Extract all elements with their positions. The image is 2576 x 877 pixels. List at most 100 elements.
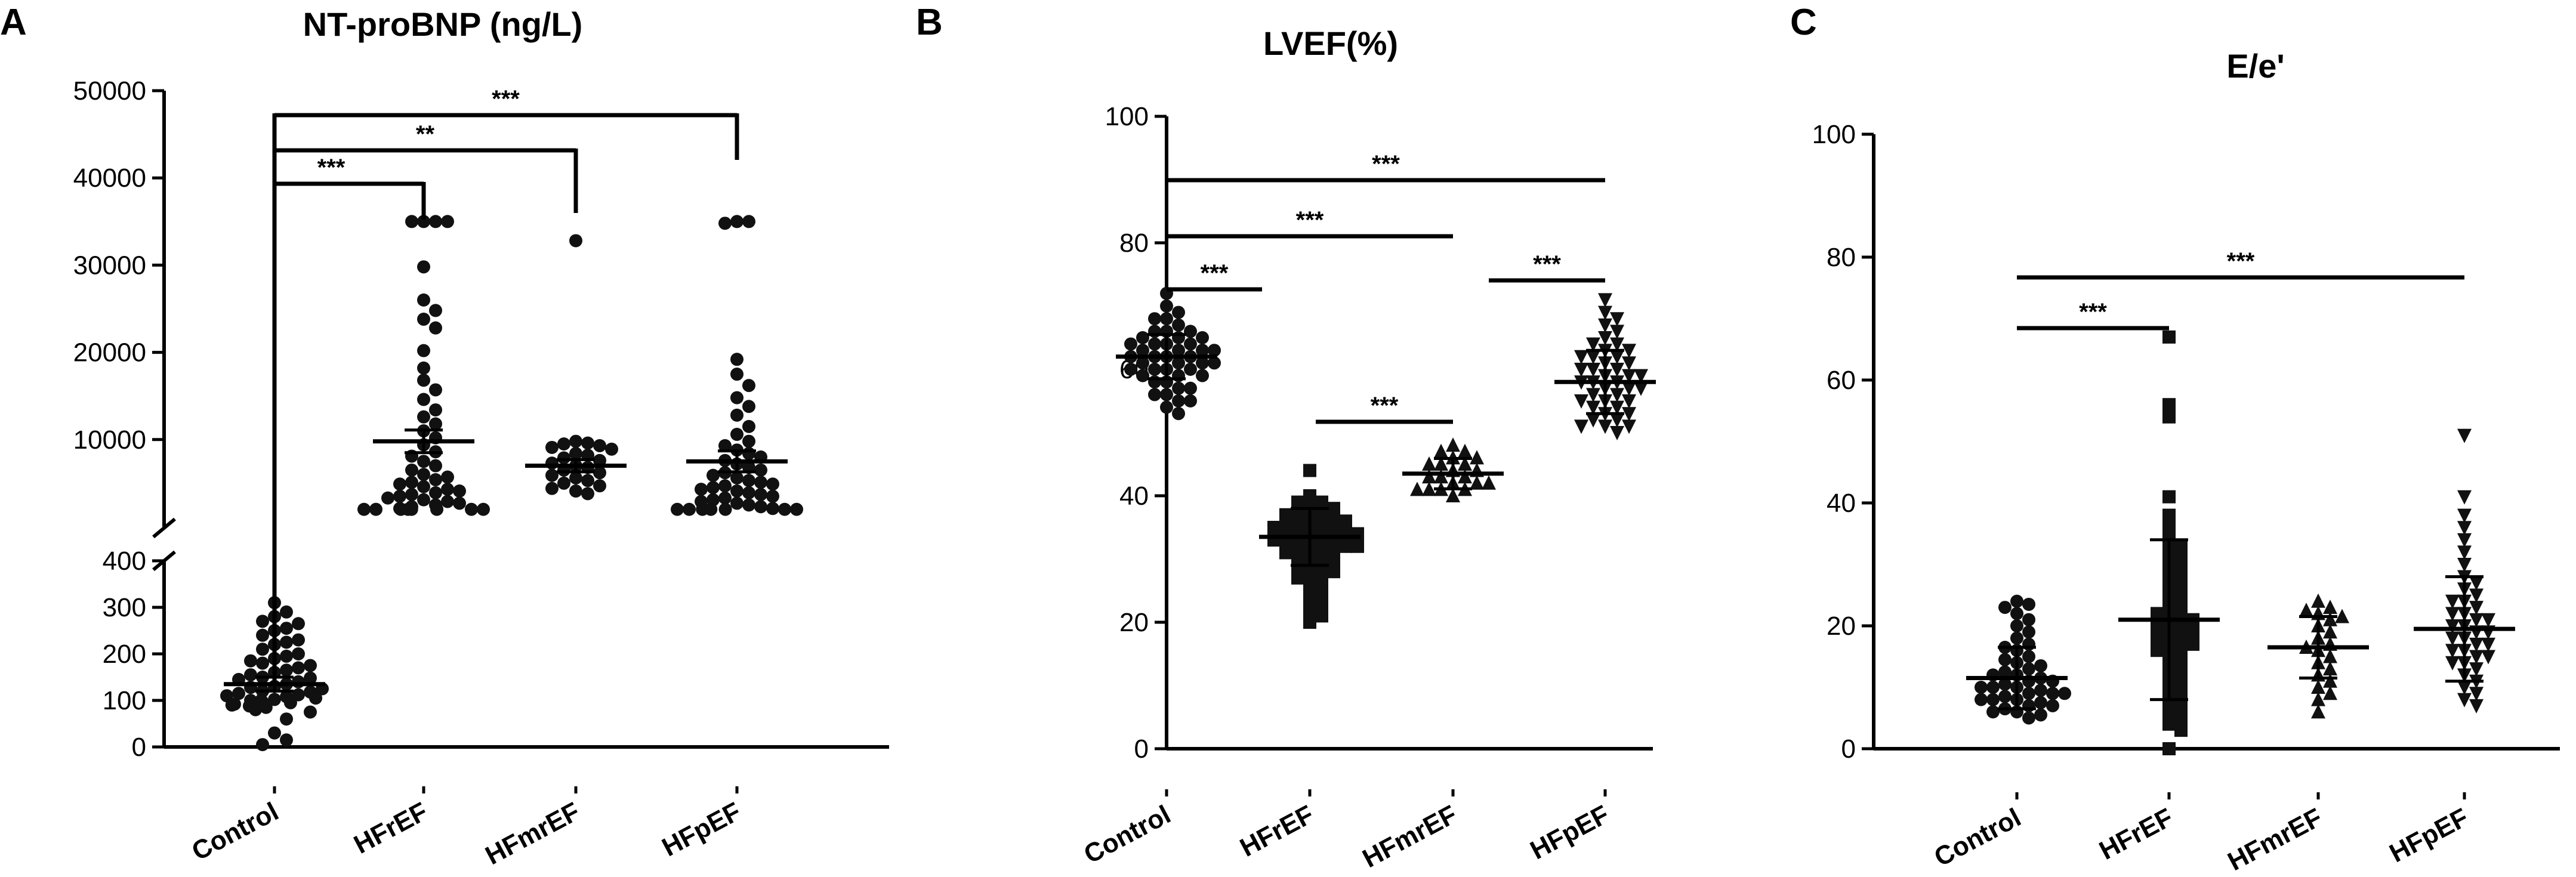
panel-b-point-control-16 (1124, 337, 1137, 351)
panel-a-x-tick-label-hfpef: HFpEF (658, 797, 746, 863)
panel-c-point-hfpef-14 (2469, 601, 2484, 616)
panel-a-point-hfpef-41 (778, 502, 791, 516)
panel-c-point-hfref-12 (2174, 564, 2188, 578)
panel-b-point-hfref-36 (1303, 565, 1316, 579)
panel-c-y-tick-label-100: 100 (1812, 120, 1856, 149)
panel-b-point-hfmref-7 (1434, 456, 1448, 471)
panel-c-point-hfref-39 (2174, 687, 2188, 700)
panel-a-point-hfref-32 (441, 483, 454, 496)
panel-c-point-hfpef-17 (2469, 613, 2484, 628)
panel-a-point-hfref-26 (417, 468, 430, 481)
panel-b-y-tick-label-100: 100 (1105, 102, 1149, 131)
panel-b-point-control-6 (1172, 318, 1185, 332)
panel-c-point-hfref-4 (2162, 490, 2176, 504)
panel-a-point-control-13 (292, 647, 305, 660)
panel-a-point-hfref-30 (393, 477, 406, 491)
panel-b-point-hfpef-42 (1610, 426, 1624, 440)
panel-c-point-control-25 (1986, 681, 2000, 694)
panel-a-point-hfpef-32 (754, 487, 767, 501)
panel-b-point-hfref-14 (1291, 521, 1304, 534)
panel-a-y-tick-label-10000: 10000 (73, 425, 146, 455)
panel-a-y-tick-label-30000: 30000 (73, 251, 146, 280)
panel-a-point-hfpef-33 (766, 489, 779, 503)
panel-b-significance-label-5: *** (1371, 393, 1399, 419)
panel-c-point-hfref-3 (2162, 410, 2176, 424)
panel-a-x-tick-label-hfref: HFrEF (349, 797, 433, 860)
panel-b-point-hfpef-6 (1598, 331, 1612, 345)
panel-b-point-hfpef-4 (1598, 318, 1612, 333)
panel-c-point-hfpef-39 (2469, 699, 2484, 714)
panel-c-point-control-28 (2022, 687, 2035, 700)
panel-a-point-hfref-39 (441, 495, 454, 508)
panel-a-point-hfpef-26 (766, 477, 779, 491)
panel-a-point-control-20 (280, 663, 293, 677)
panel-b-point-hfref-41 (1315, 584, 1328, 597)
panel-c-point-control-30 (2058, 687, 2071, 700)
chart-title-lvef: LVEF(%) (1263, 24, 1398, 62)
panel-a-point-control-33 (232, 687, 245, 700)
panel-b-point-hfref-27 (1339, 539, 1352, 553)
panel-a-point-control-37 (309, 691, 323, 705)
panel-b-point-hfpef-12 (1586, 350, 1600, 365)
panel-c-point-hfpef-3 (2457, 508, 2472, 523)
panel-b-point-hfref-37 (1327, 565, 1340, 579)
panel-b-point-control-14 (1148, 337, 1161, 351)
panel-a-point-hfref-15 (429, 403, 442, 417)
panel-b-point-hfpef-28 (1610, 388, 1624, 403)
panel-c-point-control-26 (1975, 681, 1988, 694)
panel-a-point-hfmref-3 (581, 436, 594, 450)
panel-b-point-control-45 (1172, 407, 1185, 421)
panel-a-point-hfref-25 (405, 463, 418, 477)
panel-b-point-control-28 (1208, 356, 1221, 370)
panel-b-point-control-9 (1184, 325, 1197, 338)
panel-a-point-hfref-9 (429, 321, 442, 335)
panel-c-point-control-13 (1998, 653, 2012, 666)
panel-a-point-control-46 (259, 700, 273, 714)
panel-b-point-hfpef-11 (1610, 350, 1624, 365)
panel-b-point-hfpef-1 (1598, 293, 1612, 308)
panel-a-point-hfpef-9 (730, 408, 744, 422)
panel-a-point-hfpef-13 (718, 439, 732, 453)
panel-c-y-tick-label-80: 80 (1827, 243, 1856, 272)
panel-c-point-hfmref-8 (2323, 624, 2337, 639)
panel-c-point-hfref-45 (2174, 724, 2188, 737)
panel-b-y-tick-label-20: 20 (1119, 608, 1149, 637)
panel-a-point-hfref-45 (369, 502, 382, 516)
panel-a-point-hfpef-4 (730, 353, 744, 366)
panel-a-point-hfmref-7 (605, 442, 618, 456)
panel-a-point-control-17 (256, 656, 269, 670)
panel-b-point-hfpef-8 (1586, 337, 1600, 352)
panel-a-axis-break-mark-upper (152, 517, 176, 539)
panel-a-point-control-24 (304, 671, 317, 685)
panel-a-point-hfmref-4 (557, 437, 570, 451)
panel-c-point-hfref-14 (2174, 576, 2188, 589)
panel-c-point-hfpef-20 (2445, 619, 2460, 634)
panel-a-point-hfref-3 (405, 215, 418, 228)
panel-a-point-hfpef-47 (704, 502, 718, 516)
panel-b-point-hfref-1 (1303, 464, 1316, 477)
panel-b-significance-label-2: *** (1296, 207, 1324, 233)
panel-a-point-control-51 (280, 733, 293, 747)
panel-c-y-tick-label-20: 20 (1827, 612, 1856, 641)
panel-c-point-hfpef-29 (2469, 650, 2484, 665)
panel-c-point-hfref-25 (2174, 625, 2188, 639)
panel-b-point-hfref-3 (1315, 495, 1328, 509)
panel-b-point-control-17 (1172, 344, 1185, 357)
panel-b-point-hfref-33 (1327, 552, 1340, 566)
panel-a-point-hfpef-5 (730, 368, 744, 381)
panel-b-point-hfpef-21 (1634, 369, 1648, 384)
panel-a-point-hfref-2 (429, 215, 442, 228)
panel-c-point-hfref-32 (2151, 644, 2164, 657)
panel-b-point-hfref-43 (1315, 597, 1328, 610)
panel-b-point-hfref-15 (1279, 521, 1292, 534)
panel-b-point-hfpef-31 (1622, 394, 1636, 409)
panel-c-point-hfmref-1 (2311, 593, 2325, 608)
panel-c-point-hfref-35 (2174, 662, 2188, 676)
panel-b-significance-label-3: *** (1201, 260, 1229, 286)
panel-a-point-hfref-36 (393, 489, 406, 503)
panel-c-point-control-29 (2046, 687, 2059, 700)
panel-b-point-control-39 (1184, 381, 1197, 395)
panel-b-point-hfref-45 (1315, 609, 1328, 623)
panel-c-point-hfpef-2 (2457, 490, 2472, 505)
panel-a-point-hfmref-2 (569, 434, 582, 448)
